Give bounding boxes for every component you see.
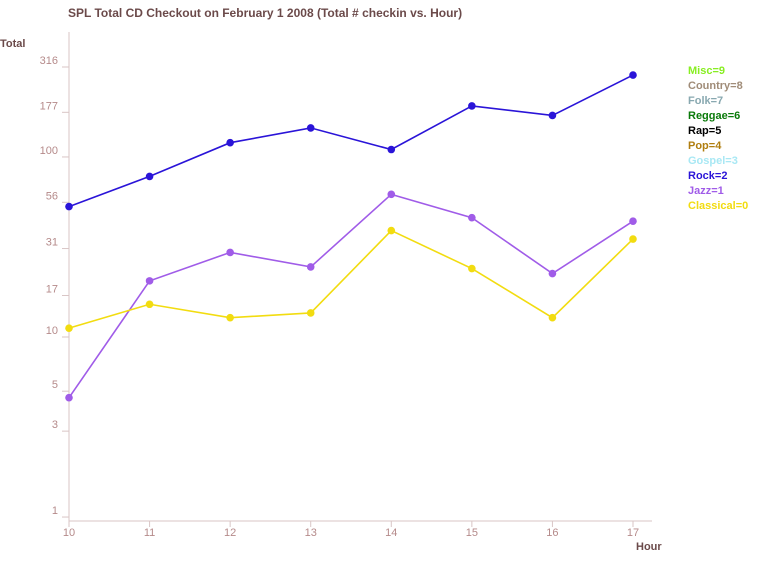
legend-item: Gospel=3 (688, 155, 738, 167)
data-point (65, 202, 73, 211)
legend-item: Jazz=1 (688, 185, 724, 197)
data-point (226, 313, 234, 322)
y-axis-ticks: 1 3 5 10 17 31 56 100 177 316 (40, 55, 69, 518)
y-tick-label: 100 (40, 145, 58, 157)
x-tick-label: 15 (466, 527, 478, 539)
legend-item: Folk=7 (688, 95, 723, 107)
data-point (548, 269, 557, 278)
data-point (145, 277, 154, 285)
x-tick-label: 16 (546, 527, 558, 539)
data-point (468, 102, 476, 110)
series-line (68, 193, 634, 399)
data-point (145, 300, 154, 309)
x-tick-label: 14 (385, 527, 397, 539)
legend-item: Classical=0 (688, 200, 748, 212)
y-tick-label: 316 (40, 55, 58, 67)
legend-item: Pop=4 (688, 140, 722, 152)
data-point (65, 393, 73, 402)
x-tick-label: 10 (63, 527, 75, 539)
series-line (68, 229, 634, 329)
y-tick-label: 10 (46, 325, 58, 337)
data-point (387, 226, 396, 235)
legend: Misc=9 Country=8 Folk=7 Reggae=6 Rap=5 Pop=4 G… (688, 65, 748, 212)
data-point (468, 213, 476, 222)
x-axis-title: Hour (636, 541, 662, 553)
y-tick-label: 177 (40, 100, 58, 112)
legend-item: Rock=2 (688, 170, 727, 182)
data-point (306, 263, 315, 271)
legend-item: Country=8 (688, 80, 743, 92)
x-tick-label: 11 (144, 527, 155, 539)
y-tick-label: 3 (52, 419, 58, 431)
x-tick-label: 12 (224, 527, 236, 539)
data-point (226, 248, 234, 257)
data-point (306, 124, 315, 132)
chart-title: SPL Total CD Checkout on February 1 2008… (68, 6, 462, 20)
x-axis-ticks: 10 11 12 13 14 15 16 17 (63, 521, 639, 539)
data-point (387, 190, 396, 199)
series-layer (65, 71, 637, 402)
data-point (468, 264, 476, 273)
y-tick-label: 31 (46, 237, 58, 249)
y-tick-label: 17 (46, 284, 58, 296)
data-point (387, 145, 396, 154)
data-point (548, 111, 557, 120)
data-point (65, 324, 73, 332)
legend-item: Misc=9 (688, 65, 725, 77)
series-line (68, 74, 634, 208)
data-point (548, 313, 557, 322)
y-tick-label: 5 (52, 379, 58, 391)
y-tick-label: 1 (52, 505, 58, 517)
data-point (629, 235, 637, 243)
data-point (306, 309, 315, 317)
y-tick-label: 56 (46, 190, 58, 202)
data-point (629, 217, 637, 225)
data-point (629, 71, 637, 79)
data-point (145, 172, 154, 181)
legend-item: Rap=5 (688, 125, 721, 137)
x-tick-label: 17 (627, 527, 639, 539)
legend-item: Reggae=6 (688, 110, 740, 122)
y-axis-title: Total (0, 38, 25, 50)
data-point (226, 138, 234, 147)
x-tick-label: 13 (305, 527, 317, 539)
